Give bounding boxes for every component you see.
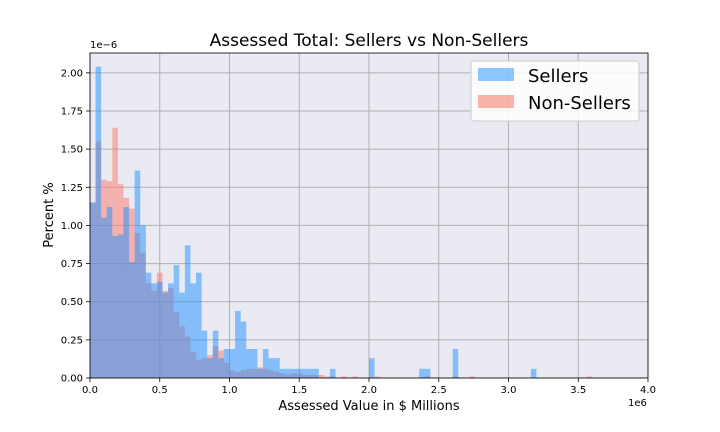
sellers-bar bbox=[190, 283, 197, 378]
sellers-bar bbox=[223, 349, 230, 378]
chart-title: Assessed Total: Sellers vs Non-Sellers bbox=[210, 31, 529, 51]
sellers-bar bbox=[112, 236, 118, 378]
sellers-bar bbox=[307, 368, 314, 378]
legend-label-non-sellers: Non-Sellers bbox=[528, 93, 631, 114]
y-axis-ticks: 0.00 0.25 0.50 0.75 1.00 1.25 1.50 1.75 2.00 bbox=[61, 68, 90, 385]
non-sellers-bar bbox=[324, 376, 330, 378]
y-tick-label: 0.00 bbox=[61, 374, 83, 385]
non-sellers-bar bbox=[341, 376, 347, 378]
sellers-bar bbox=[90, 202, 96, 378]
sellers-bar bbox=[262, 349, 269, 378]
y-tick-label: 0.75 bbox=[61, 259, 83, 270]
x-tick-label: 0.0 bbox=[82, 385, 98, 396]
sellers-bar bbox=[419, 368, 425, 378]
sellers-bar bbox=[452, 349, 459, 378]
sellers-bar bbox=[302, 368, 308, 378]
sellers-bar bbox=[369, 358, 375, 378]
y-tick-label: 2.00 bbox=[61, 68, 83, 79]
sellers-bar bbox=[268, 358, 275, 378]
x-tick-label: 2.5 bbox=[431, 385, 447, 396]
sellers-bar bbox=[117, 234, 124, 378]
sellers-bar bbox=[179, 292, 185, 378]
non-sellers-bar bbox=[374, 376, 381, 378]
sellers-bar bbox=[151, 283, 157, 378]
x-tick-label: 1.0 bbox=[222, 385, 238, 396]
legend-label-sellers: Sellers bbox=[528, 66, 588, 87]
x-tick-label: 2.0 bbox=[361, 385, 377, 396]
sellers-bar bbox=[235, 310, 241, 378]
sellers-bar bbox=[246, 349, 252, 378]
sellers-bar bbox=[145, 272, 152, 378]
sellers-bar bbox=[313, 368, 319, 378]
sellers-bar bbox=[101, 217, 107, 378]
sellers-bar bbox=[329, 368, 336, 378]
sellers-bar bbox=[173, 265, 180, 378]
y-axis-offset-label: 1e−6 bbox=[90, 40, 117, 51]
non-sellers-bar bbox=[469, 376, 476, 378]
sellers-bar bbox=[106, 207, 113, 378]
plot-frame bbox=[89, 52, 649, 379]
non-sellers-bar bbox=[586, 376, 593, 378]
y-tick-label: 1.25 bbox=[61, 183, 83, 194]
x-axis-label: Assessed Value in $ Millions bbox=[278, 399, 459, 414]
sellers-bar bbox=[134, 170, 141, 378]
y-axis-label: Percent % bbox=[42, 182, 57, 247]
y-tick-label: 0.25 bbox=[61, 335, 83, 346]
sellers-bar bbox=[207, 358, 213, 378]
sellers-bar bbox=[123, 207, 130, 378]
sellers-bar bbox=[530, 368, 537, 378]
non-sellers-bar bbox=[318, 374, 325, 378]
sellers-bar bbox=[424, 368, 431, 378]
y-tick-label: 1.00 bbox=[61, 221, 83, 232]
x-axis-ticks: 0.0 0.5 1.0 1.5 2.0 2.5 3.0 3.5 4.0 bbox=[82, 378, 656, 396]
x-tick-label: 4.0 bbox=[640, 385, 656, 396]
sellers-bar bbox=[168, 283, 174, 378]
non-sellers-bar bbox=[352, 376, 358, 378]
sellers-bar bbox=[218, 358, 224, 378]
x-tick-label: 3.5 bbox=[570, 385, 586, 396]
y-tick-label: 0.50 bbox=[61, 297, 83, 308]
x-tick-label: 1.5 bbox=[291, 385, 307, 396]
sellers-bars bbox=[90, 66, 537, 378]
legend-swatch-non-sellers bbox=[478, 95, 514, 108]
sellers-bar bbox=[290, 368, 297, 378]
sellers-bar bbox=[279, 368, 286, 378]
x-tick-label: 3.0 bbox=[501, 385, 517, 396]
x-tick-label: 0.5 bbox=[152, 385, 168, 396]
sellers-bar bbox=[156, 281, 163, 378]
sellers-bar bbox=[296, 368, 303, 378]
sellers-bar bbox=[95, 66, 102, 378]
sellers-bar bbox=[162, 292, 169, 378]
sellers-bar bbox=[212, 330, 219, 378]
y-tick-label: 1.50 bbox=[61, 145, 83, 156]
sellers-bar bbox=[140, 225, 146, 378]
sellers-bar bbox=[201, 330, 208, 378]
x-axis-offset-label: 1e6 bbox=[628, 398, 647, 409]
sellers-bar bbox=[240, 321, 247, 378]
sellers-bar bbox=[196, 272, 202, 378]
sellers-bar bbox=[285, 368, 291, 378]
sellers-bar bbox=[229, 349, 236, 378]
legend-swatch-sellers bbox=[478, 68, 514, 81]
sellers-bar bbox=[251, 349, 258, 378]
legend: Sellers Non-Sellers bbox=[470, 60, 640, 122]
sellers-bar bbox=[129, 262, 135, 378]
sellers-bar bbox=[257, 368, 263, 378]
sellers-bar bbox=[274, 358, 280, 378]
y-tick-label: 1.75 bbox=[61, 106, 83, 117]
sellers-bar bbox=[184, 245, 191, 378]
